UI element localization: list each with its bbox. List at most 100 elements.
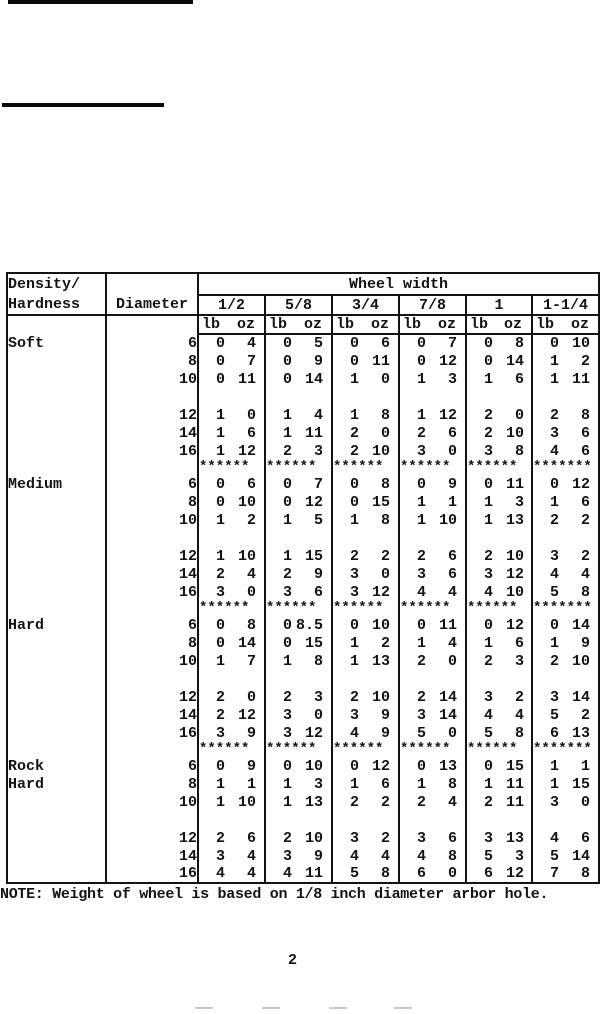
weight-lb: 3: [416, 565, 426, 583]
weight-oz: 0: [246, 406, 256, 424]
weight-lb: 5: [549, 706, 559, 724]
weight-oz: 13: [505, 511, 524, 529]
weight-cell: 2 11: [465, 793, 532, 811]
weight-oz: 0: [447, 865, 457, 882]
weight-lb: 2: [416, 424, 426, 442]
weight-oz: 10: [505, 547, 524, 565]
weight-lb: 0: [483, 352, 493, 370]
header-width-col: 5/8: [264, 295, 332, 316]
weight-cell: 1 13: [331, 652, 399, 670]
weight-oz: 11: [505, 775, 524, 793]
weight-lb: 4: [416, 847, 426, 865]
weight-lb: 3: [349, 829, 359, 847]
header-diameter: Diameter: [105, 295, 198, 316]
wheel-weight-table: Density/ Wheel width Hardness Diameter 1…: [6, 272, 601, 884]
weight-oz: 8: [447, 847, 457, 865]
weight-lb: 5: [549, 847, 559, 865]
weight-oz: 0: [246, 688, 256, 706]
weight-lb: 4: [349, 847, 359, 865]
section-label: Hard: [6, 775, 106, 793]
weight-oz: 6: [447, 547, 457, 565]
weight-oz: 4: [246, 335, 256, 352]
weight-lb: 1: [349, 370, 359, 388]
weight-lb: 3: [483, 829, 493, 847]
section-label: [6, 724, 106, 742]
separator-cell: ******: [264, 460, 332, 475]
diameter-cell: 12: [105, 406, 198, 424]
weight-oz: 4: [447, 634, 457, 652]
weight-lb: 3: [416, 706, 426, 724]
weight-lb: 0: [215, 370, 225, 388]
blank-cell: [105, 742, 198, 757]
weight-lb: 3: [549, 688, 559, 706]
unit-lb: lb: [336, 316, 355, 333]
weight-lb: 1: [215, 652, 225, 670]
diameter-cell: 6: [105, 757, 198, 775]
weight-lb: 0: [349, 475, 359, 493]
blank-cell: [6, 811, 106, 829]
unit-lb: lb: [536, 316, 555, 333]
unit-oz: oz: [236, 316, 255, 333]
weight-oz: 10: [505, 424, 524, 442]
blank-cell: [530, 388, 600, 406]
weight-cell: 1 15: [264, 547, 332, 565]
weight-oz: 13: [571, 724, 590, 742]
header-blank: [6, 315, 106, 334]
weight-lb: 4: [549, 442, 559, 460]
unit-oz: oz: [303, 316, 322, 333]
diameter-cell: 12: [105, 547, 198, 565]
weight-lb: 1: [549, 757, 559, 775]
blank-cell: [465, 811, 532, 829]
diameter-cell: 8: [105, 493, 198, 511]
weight-oz: 12: [505, 565, 524, 583]
weight-oz: 9: [246, 724, 256, 742]
weight-oz: 15: [304, 634, 323, 652]
weight-lb: 3: [483, 565, 493, 583]
blank-cell: [530, 670, 600, 688]
separator-row: ****** ****** ****** ****** ****** *******: [6, 601, 600, 616]
weight-lb: 2: [215, 706, 225, 724]
weight-lb: 0: [282, 616, 292, 634]
blank-cell: [264, 529, 332, 547]
weight-oz: 8: [514, 335, 524, 352]
weight-cell: 0 10: [264, 757, 332, 775]
weight-lb: 0: [215, 475, 225, 493]
weight-oz: 0: [514, 406, 524, 424]
diameter-cell: 16: [105, 724, 198, 742]
weight-lb: 0: [282, 370, 292, 388]
table-row: 14 1 6 1 11 2 0 2 6 2 10 3 6: [6, 424, 600, 442]
weight-oz: 12: [438, 352, 457, 370]
blank-cell: [398, 388, 466, 406]
weight-lb: 1: [349, 406, 359, 424]
table-row: 12 1 0 1 4 1 8 1 12 2 0 2 8: [6, 406, 600, 424]
section-label: [6, 847, 106, 865]
separator-cell: ******: [398, 742, 466, 757]
weight-cell: 0 11: [197, 370, 265, 388]
weight-cell: 1 10: [197, 547, 265, 565]
weight-oz: 10: [237, 493, 256, 511]
weight-lb: 0: [282, 475, 292, 493]
weight-oz: 6: [246, 829, 256, 847]
weight-oz: 3: [313, 442, 323, 460]
weight-lb: 0: [282, 757, 292, 775]
unit-lb: lb: [403, 316, 422, 333]
weight-lb: 0: [416, 616, 426, 634]
scan-artifact-mark: [195, 1007, 213, 1009]
weight-cell: 3 14: [398, 706, 466, 724]
table-row: 10 1 7 1 8 1 13 2 0 2 3 2 10: [6, 652, 600, 670]
